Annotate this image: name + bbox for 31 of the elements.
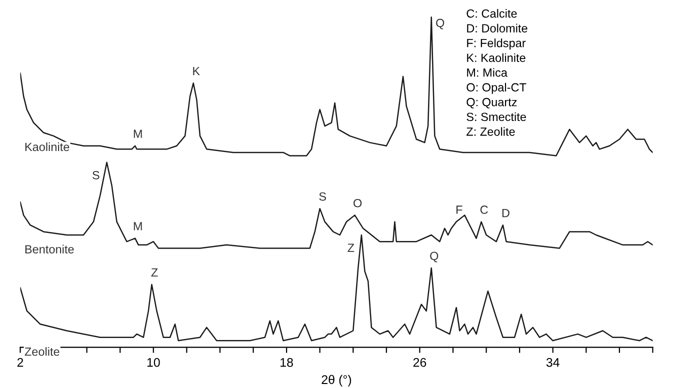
annotation: D [502, 208, 510, 218]
annotation: O [354, 198, 362, 208]
annotation: F [456, 206, 462, 214]
x-tick-label: 18 [280, 358, 293, 367]
annotation: S: Smectite [466, 112, 526, 122]
annotation: Q [436, 18, 444, 30]
x-tick-label: 26 [413, 358, 426, 367]
series-label: Bentonite [25, 244, 74, 254]
annotation: C [480, 206, 488, 214]
annotation: C: Calcite [466, 9, 517, 18]
annotation: Z [151, 268, 158, 277]
annotation: Z [348, 244, 354, 252]
annotation: Q: Quartz [466, 98, 517, 108]
x-tick-label: 34 [546, 358, 560, 367]
annotation: K: Kaolinite [467, 53, 526, 62]
annotation: Z: Zeolite [466, 127, 515, 136]
annotation: O: Opal-CT [466, 82, 526, 94]
annotation: Q [430, 252, 438, 262]
series-label: Zeolite [24, 347, 60, 356]
annotation: S [92, 171, 100, 180]
x-axis-title: 2θ (°) [322, 374, 352, 387]
x-tick-label: 2 [17, 358, 24, 367]
x-tick-label: 10 [147, 358, 160, 367]
series-label: Kaolinite [25, 142, 70, 152]
annotation: K [193, 66, 200, 76]
annotation: F: Feldspar [467, 38, 526, 50]
annotation: D: Dolomite [467, 24, 528, 32]
annotation: M [134, 222, 142, 230]
annotation: M [134, 130, 142, 138]
annotation: S [319, 192, 326, 201]
annotation: M: Mica [467, 68, 508, 77]
